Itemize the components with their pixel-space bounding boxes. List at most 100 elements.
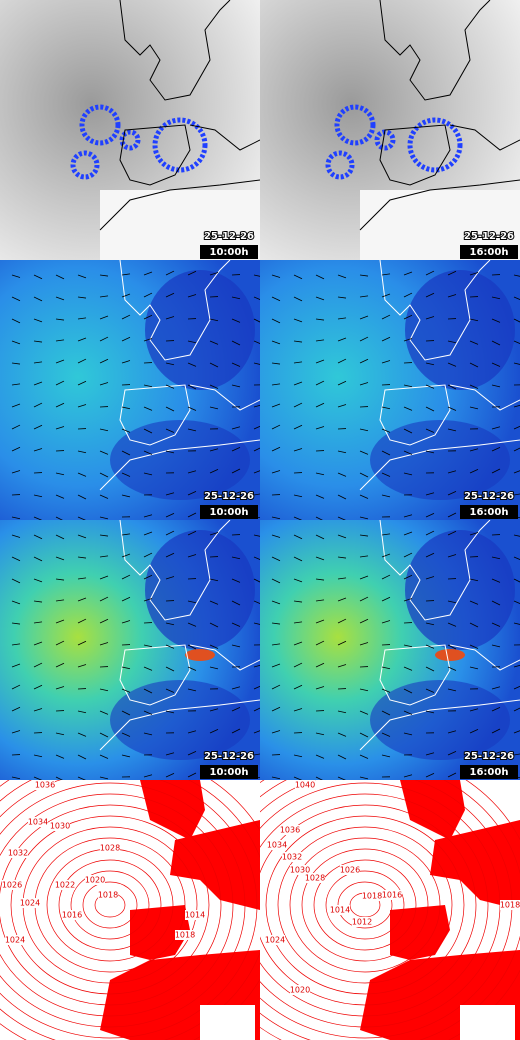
wind-arrow [209,468,219,474]
wind-arrow [359,710,369,715]
isobar-label: 1020 [85,876,105,885]
wind-arrow [337,556,347,559]
wind-arrow [425,362,435,366]
wind-arrow [359,428,369,432]
wind-arrow [337,337,347,342]
wind-arrow [253,707,260,712]
wind-arrow [33,318,43,323]
wind-arrow [381,666,391,670]
label-bg [100,843,120,853]
wind-arrow [359,516,369,520]
wind-arrow [293,274,303,280]
isobar [0,782,246,1028]
wind-arrow [271,706,281,712]
wind-arrow [469,362,479,368]
wind-arrow [425,688,435,693]
isobar-label: 1030 [290,866,310,875]
wind-arrow [271,534,281,538]
label-bg [295,780,315,790]
wind-arrow [187,600,197,604]
wind-arrow [315,359,325,364]
wind-arrow [55,472,65,476]
wind-arrow [209,578,219,582]
wind-arrow [359,534,369,537]
wind-arrow [425,552,435,558]
wind-arrow [253,753,260,756]
wind-arrow [143,710,153,715]
wind-arrow [359,450,369,455]
label-bg [305,873,325,883]
wind-arrow [293,578,303,583]
wind-arrow [165,752,175,756]
wind-arrow [209,622,219,628]
wind-arrow [187,554,197,558]
wind-arrow [165,384,175,389]
label-bg [352,917,372,927]
wind-arrow [209,490,219,496]
wind-arrow [209,532,219,536]
wind-arrow [231,296,241,300]
wind-arrow [337,450,347,454]
wind-arrow [253,685,260,690]
wind-arrow [315,516,323,520]
wind-arrow [99,472,109,478]
wind-arrow [513,318,520,323]
wind-arrow [315,318,325,321]
wind-arrow [491,362,501,367]
blank [460,1005,515,1040]
wind-arrow [77,556,87,559]
wind-arrow [425,752,435,756]
wind-arrow [447,688,457,692]
wind-arrow [55,619,65,624]
wind-arrow [293,754,303,758]
time-label: 16:00h [470,247,509,258]
wind-arrow [381,620,391,624]
wind-arrow [99,575,109,580]
wind-arrow [99,688,109,692]
wind-arrow [187,688,197,692]
wind-arrow [253,534,260,537]
wind-arrow [33,296,43,302]
isobar [0,780,258,1039]
label-bg [28,817,48,827]
wind-arrow [315,472,325,476]
wind-arrow [121,360,131,364]
wind-arrow [187,512,197,518]
label-bg [55,880,75,890]
wind-arrow [231,578,241,583]
wind-arrow [187,428,197,432]
wind-arrow [209,318,219,322]
wind-arrow [11,643,21,646]
wind-arrow [165,710,175,714]
wind-arrow [231,600,241,606]
wind-arrow [209,272,219,276]
wind-arrow [77,472,87,477]
wind-arrow [425,406,435,412]
wind-arrow [33,641,43,646]
wind-arrow [33,600,43,603]
wind-arrow [381,472,391,477]
wind-arrow [381,450,391,456]
wind-arrow [315,534,325,540]
strong-wind [185,649,215,661]
wind-arrow [11,600,21,605]
wind-arrow [271,516,281,520]
wind-arrow [33,381,43,386]
wind-arrow [447,622,457,627]
wind-arrow [253,578,260,583]
wind-arrow [403,450,413,455]
date-label: 25-12-26 [204,751,254,762]
wind-arrow [11,424,21,430]
wind-arrow [315,686,325,690]
panel-content [0,520,260,780]
wind-arrow [447,666,457,671]
isobar [58,859,162,951]
wind-arrow [381,494,391,498]
wind-arrow [469,272,479,276]
wind-arrow [11,362,21,365]
wind-arrow [33,402,43,408]
wind-arrow [491,446,501,452]
wind-arrow [337,317,347,320]
wind-arrow [359,688,369,692]
wind-arrow [165,666,175,672]
